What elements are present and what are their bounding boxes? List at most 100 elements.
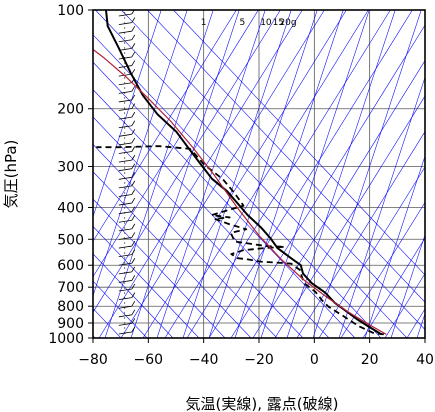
wind-barb (118, 56, 132, 60)
mixing-ratio-label: 1 (201, 18, 207, 28)
wind-barb (118, 159, 132, 163)
mixing-ratio-line (130, 10, 240, 338)
isotherm-line (252, 60, 425, 338)
wind-barb-flag (131, 309, 136, 316)
wind-barb (118, 99, 132, 103)
wind-barb (118, 30, 132, 34)
mixing-ratio-label: 10 (260, 18, 272, 28)
wind-barb-flag (131, 120, 136, 126)
adiabat-line (173, 10, 425, 276)
isotherm-line (98, 10, 303, 338)
wind-barb (118, 237, 132, 240)
wind-barb-flag (131, 180, 136, 187)
wind-barb (118, 271, 132, 275)
adiabat-line (93, 89, 330, 338)
wind-barb-flag (131, 154, 136, 161)
adiabat-line (95, 10, 408, 338)
wind-barb (118, 13, 132, 17)
mixing-ratio-label: 5 (240, 18, 246, 28)
mixing-ratio-line (390, 234, 425, 338)
adiabat-line (93, 226, 200, 338)
isotherm-line (208, 10, 413, 338)
wind-barb (118, 219, 132, 223)
adiabat-line (93, 61, 356, 338)
wind-barb-flag (131, 318, 136, 324)
adiabat-line (93, 34, 382, 338)
wind-barb (118, 331, 132, 335)
wind-barb-flag (131, 292, 136, 298)
y-tick-label: 1000 (48, 331, 84, 347)
adiabat-line (93, 198, 226, 338)
isotherm-line (93, 10, 259, 278)
mixing-ratio-line (208, 10, 318, 338)
wind-barb-flag (131, 301, 136, 307)
wind-barb (118, 202, 132, 206)
wind-barb-flag (131, 232, 136, 238)
wind-barb-flag (131, 103, 136, 109)
mixing-ratio-line (338, 76, 425, 338)
wind-barb-flag (131, 206, 136, 212)
mixing-ratio-label: 20g (279, 18, 296, 28)
wind-barb-flag (131, 10, 135, 15)
mixing-ratio-line (104, 10, 214, 338)
wind-barb (118, 168, 132, 172)
wind-barb (118, 142, 132, 146)
x-tick-label: −60 (134, 352, 164, 368)
y-axis-title: 気圧(hPa) (2, 140, 20, 209)
wind-barb-flag (131, 215, 136, 221)
mixing-ratio-line (260, 10, 370, 338)
wind-barb-flag (131, 25, 136, 32)
wind-barb-flag (131, 275, 136, 281)
adiabat-line (121, 10, 425, 330)
adiabat-line (93, 143, 278, 338)
isotherm-line (429, 10, 435, 338)
wind-barb (118, 47, 132, 51)
series-layer (93, 10, 387, 336)
wind-barb (118, 73, 132, 77)
wind-barb-flag (131, 283, 136, 290)
y-tick-label: 200 (57, 102, 84, 118)
adiabat-line (93, 116, 304, 338)
x-tick-label: −40 (189, 352, 219, 368)
adiabat-line (93, 280, 148, 338)
wind-barb (118, 245, 132, 249)
y-tick-label: 900 (57, 316, 84, 332)
wind-barb (118, 90, 132, 94)
wind-barb (118, 82, 132, 86)
mixing-ratio-line (93, 10, 162, 218)
x-tick-label: 20 (361, 352, 379, 368)
mixing-ratio-line (93, 10, 188, 297)
wind-barb (118, 228, 132, 232)
isotherm-line (93, 10, 281, 313)
wind-barb-flag (131, 60, 136, 66)
isotherm-line (186, 10, 391, 338)
wind-barb (118, 254, 132, 258)
mixing-ratio-line (364, 155, 425, 338)
isotherm-line (318, 166, 425, 338)
wind-barb-flag (131, 94, 136, 101)
wind-barb (118, 116, 132, 120)
wind-barb (118, 65, 132, 68)
wind-barb (118, 280, 132, 283)
y-tick-label: 100 (57, 3, 84, 19)
wind-barb-flag (131, 249, 136, 255)
x-tick-label: 0 (310, 352, 319, 368)
y-tick-label: 700 (57, 280, 84, 296)
mixing-ratio-label: 15 (273, 18, 284, 28)
wind-barb-flag (131, 146, 136, 152)
x-tick-label: −20 (244, 352, 274, 368)
wind-barbs (118, 10, 136, 335)
y-tick-label: 300 (57, 159, 84, 175)
wind-barb (118, 22, 132, 25)
isotherm-line (230, 24, 425, 338)
y-tick-label: 400 (57, 200, 84, 216)
y-tick-label: 800 (57, 299, 84, 315)
x-tick-label: −80 (78, 352, 108, 368)
wind-barb (118, 176, 132, 180)
y-tick-label: 500 (57, 232, 84, 248)
wind-barb (118, 314, 132, 318)
wind-barb-flag (131, 17, 136, 23)
